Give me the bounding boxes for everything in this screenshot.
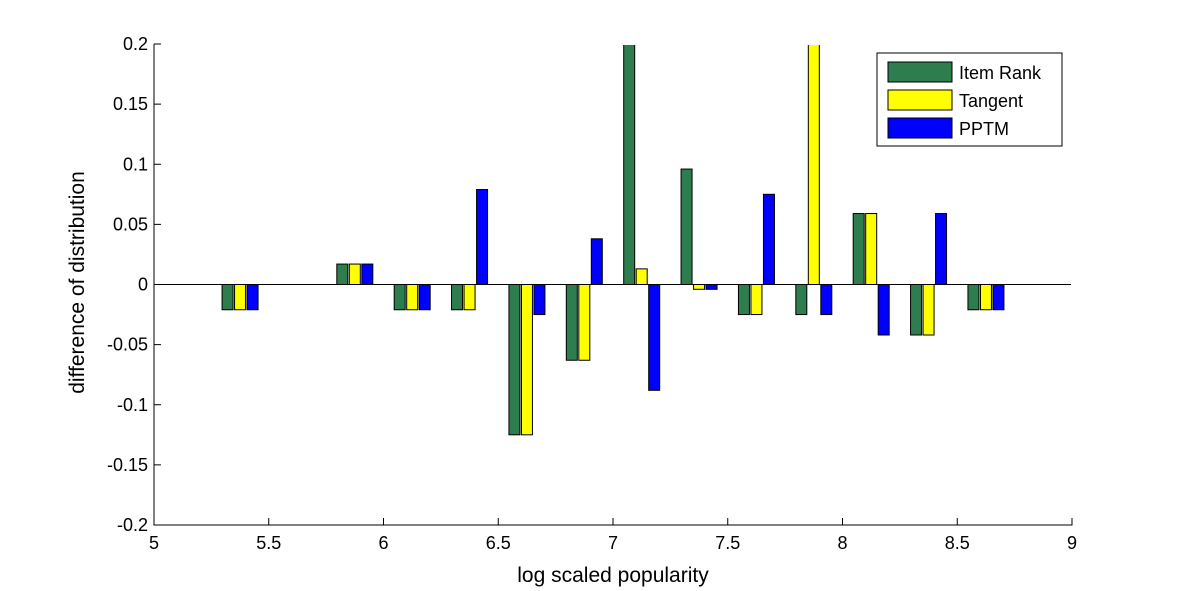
bar-tangent-4 [520, 284, 533, 436]
y-axis-label: difference of distribution [66, 171, 89, 394]
x-tick-label-3: 6.5 [486, 533, 511, 553]
bar-item-rank-5 [565, 284, 578, 361]
legend-label-pptm: PPTM [959, 119, 1009, 139]
legend-swatch-item-rank [887, 61, 953, 83]
x-tick-label-2: 6 [378, 533, 388, 553]
x-tick-label-0: 5 [149, 533, 159, 553]
bar-item-rank-6 [623, 43, 636, 285]
x-tick-label-7: 8.5 [945, 533, 970, 553]
bar-pptm-5 [590, 238, 603, 285]
legend: Item Rank Tangent PPTM [876, 52, 1063, 147]
bar-tangent-11 [922, 284, 935, 336]
bar-pptm-12 [992, 284, 1005, 311]
bar-tangent-1 [348, 263, 361, 285]
y-tick-label-8: 0.2 [123, 34, 148, 54]
bar-pptm-3 [476, 189, 489, 285]
bar-tangent-7 [693, 284, 706, 290]
legend-swatch-tangent [887, 89, 953, 111]
bar-pptm-10 [877, 284, 890, 336]
y-tick-label-5: 0.05 [113, 214, 148, 234]
bar-pptm-11 [935, 213, 948, 285]
bar-pptm-1 [361, 263, 374, 285]
bar-pptm-2 [418, 284, 431, 311]
bar-pptm-6 [648, 284, 661, 391]
bar-pptm-7 [705, 284, 718, 290]
bar-tangent-3 [463, 284, 476, 311]
bar-item-rank-11 [910, 284, 923, 336]
bar-item-rank-2 [393, 284, 406, 311]
y-tick-label-7: 0.15 [113, 94, 148, 114]
bar-item-rank-8 [737, 284, 750, 316]
bar-pptm-8 [762, 193, 775, 285]
bar-tangent-5 [578, 284, 591, 361]
bar-item-rank-12 [967, 284, 980, 311]
bar-pptm-9 [820, 284, 833, 316]
bar-tangent-6 [635, 268, 648, 285]
x-tick-label-8: 9 [1067, 533, 1077, 553]
legend-swatch-pptm [887, 117, 953, 139]
y-tick-label-2: -0.1 [117, 395, 148, 415]
bar-item-rank-7 [680, 168, 693, 285]
bar-pptm-4 [533, 284, 546, 316]
bar-pptm-0 [246, 284, 259, 311]
legend-label-item-rank: Item Rank [959, 63, 1042, 83]
y-tick-label-6: 0.1 [123, 154, 148, 174]
bar-item-rank-10 [852, 213, 865, 285]
bar-item-rank-9 [795, 284, 808, 316]
bar-tangent-0 [234, 284, 247, 311]
bar-item-rank-1 [336, 263, 349, 285]
x-axis-label: log scaled popularity [517, 564, 709, 587]
y-tick-label-0: -0.2 [117, 515, 148, 535]
bar-tangent-9 [807, 43, 820, 285]
bar-tangent-10 [865, 213, 878, 285]
y-tick-label-3: -0.05 [107, 335, 148, 355]
bar-tangent-2 [406, 284, 419, 311]
bar-item-rank-4 [508, 284, 521, 436]
bar-item-rank-0 [221, 284, 234, 311]
axes-group: 5 5.5 6 6.5 7 7.5 8 8.5 9 -0.2 -0.15 -0.1 -0.05 0 0.05… [107, 34, 1077, 553]
legend-label-tangent: Tangent [959, 91, 1023, 111]
y-tick-label-1: -0.15 [107, 455, 148, 475]
bar-tangent-12 [979, 284, 992, 311]
x-tick-label-4: 7 [608, 533, 618, 553]
y-tick-label-4: 0 [138, 275, 148, 295]
x-tick-label-6: 8 [837, 533, 847, 553]
bar-item-rank-3 [451, 284, 464, 311]
bar-tangent-8 [750, 284, 763, 316]
x-tick-label-5: 7.5 [715, 533, 740, 553]
x-tick-label-1: 5.5 [256, 533, 281, 553]
